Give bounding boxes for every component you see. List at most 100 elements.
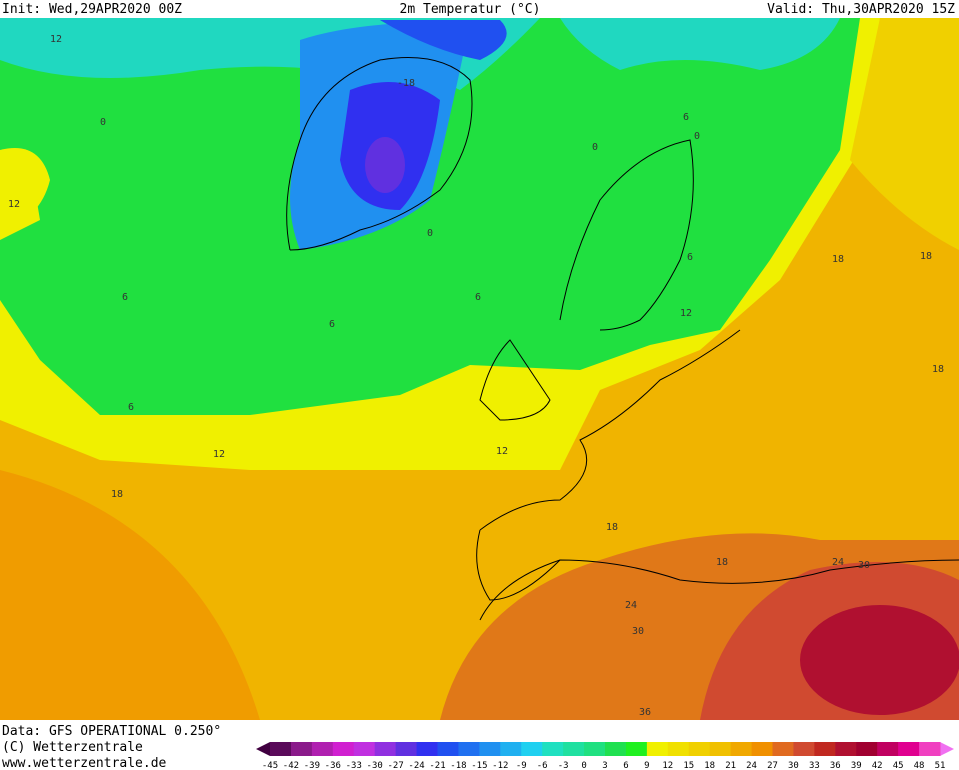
scale-label: -18: [450, 761, 466, 770]
color-segment: [332, 742, 355, 756]
contour-label: 6: [122, 292, 128, 303]
scale-label: 15: [683, 761, 694, 770]
contour-label: 6: [329, 319, 335, 330]
color-segment: [270, 742, 292, 756]
valid-time: Valid: Thu,30APR2020 15Z: [767, 2, 955, 17]
color-segment: [793, 742, 815, 756]
scale-label: -3: [558, 761, 569, 770]
contour-label: 18: [832, 254, 844, 265]
map: 12 -18 0 0 6 0 12 0 6 6 6 6 12 18 18 18 …: [0, 18, 959, 720]
color-segment: [563, 742, 585, 756]
color-segment: [290, 742, 313, 756]
contour-label: 18: [716, 557, 728, 568]
scale-label: -21: [429, 761, 445, 770]
field-blue-north: [380, 20, 507, 60]
scale-label: -27: [387, 761, 403, 770]
scale-label: -24: [408, 761, 424, 770]
scale-label: -39: [304, 761, 320, 770]
contour-label: 6: [128, 402, 134, 413]
contour-label: 6: [475, 292, 481, 303]
contour-label: 24: [625, 600, 637, 611]
init-time: Init: Wed,29APR2020 00Z: [2, 2, 182, 17]
color-segment: [625, 742, 648, 756]
data-source: Data: GFS OPERATIONAL 0.250°: [2, 724, 221, 739]
scale-label: -30: [367, 761, 383, 770]
contour-label: 30: [632, 626, 644, 637]
scale-label: 42: [872, 761, 883, 770]
color-segment: [374, 742, 397, 756]
color-segment: [584, 742, 606, 756]
copyright: (C) Wetterzentrale: [2, 740, 143, 755]
field-violet: [365, 137, 405, 193]
contour-label: 6: [683, 112, 689, 123]
header-bar: [0, 0, 959, 18]
over-arrow: [940, 742, 954, 756]
color-segment: [751, 742, 773, 756]
scale-label: -36: [325, 761, 341, 770]
color-segment: [395, 742, 418, 756]
scale-label: 18: [704, 761, 715, 770]
field-yellow-patch: [0, 148, 50, 230]
under-arrow: [256, 742, 270, 756]
scale-label: 27: [767, 761, 778, 770]
coastline-iberia: [476, 529, 561, 601]
color-segment: [479, 742, 501, 756]
color-segment: [814, 742, 836, 756]
contour-label: 30: [858, 560, 870, 571]
field-dark-red: [800, 605, 959, 715]
contour-label: 12: [496, 446, 508, 457]
contour-label: 0: [694, 131, 700, 142]
field-dark-orange: [0, 470, 260, 720]
field-yellow-orange: [850, 18, 959, 250]
contour-label: 18: [606, 522, 618, 533]
scale-label: -45: [262, 761, 278, 770]
coastline-britain: [479, 339, 551, 421]
scale-label: 6: [623, 761, 628, 770]
color-segment: [416, 742, 438, 756]
contour-label: 24: [832, 557, 844, 568]
contour-label: 6: [687, 252, 693, 263]
scale-label: 30: [788, 761, 799, 770]
scale-label: 36: [830, 761, 841, 770]
contour-label: 18: [920, 251, 932, 262]
contour-label: 0: [100, 117, 106, 128]
scale-label: 39: [851, 761, 862, 770]
color-segment: [500, 742, 522, 756]
color-segment: [605, 742, 627, 756]
contour-label: 12: [8, 199, 20, 210]
coastline-scandinavia: [559, 139, 694, 331]
color-segment: [772, 742, 794, 756]
contour-label: 0: [427, 228, 433, 239]
color-segment: [311, 742, 334, 756]
contour-label: 18: [111, 489, 123, 500]
color-segment: [667, 742, 690, 756]
color-segment: [353, 742, 376, 756]
contour-label: 36: [639, 707, 651, 718]
scale-label: 33: [809, 761, 820, 770]
scale-label: 51: [935, 761, 946, 770]
scale-label: -9: [516, 761, 527, 770]
color-segment: [521, 742, 543, 756]
url: www.wetterzentrale.de: [2, 756, 167, 770]
contour-label: 12: [50, 34, 62, 45]
map-title: 2m Temperatur (°C): [400, 2, 541, 17]
contour-label: -18: [397, 78, 415, 89]
color-segment: [458, 742, 480, 756]
color-segment: [709, 742, 732, 756]
scale-label: -6: [537, 761, 548, 770]
scale-label: -12: [492, 761, 508, 770]
scale-label: 21: [725, 761, 736, 770]
color-segment: [688, 742, 711, 756]
scale-label: 12: [662, 761, 673, 770]
contour-label: 12: [680, 308, 692, 319]
color-segment: [542, 742, 564, 756]
field-green: [0, 18, 860, 415]
contour-label: 12: [213, 449, 225, 460]
color-segment: [646, 742, 669, 756]
scale-label: 3: [602, 761, 607, 770]
coastline-greenland: [286, 57, 473, 251]
scale-label: 0: [581, 761, 586, 770]
color-segment: [835, 742, 857, 756]
scale-label: 48: [914, 761, 925, 770]
